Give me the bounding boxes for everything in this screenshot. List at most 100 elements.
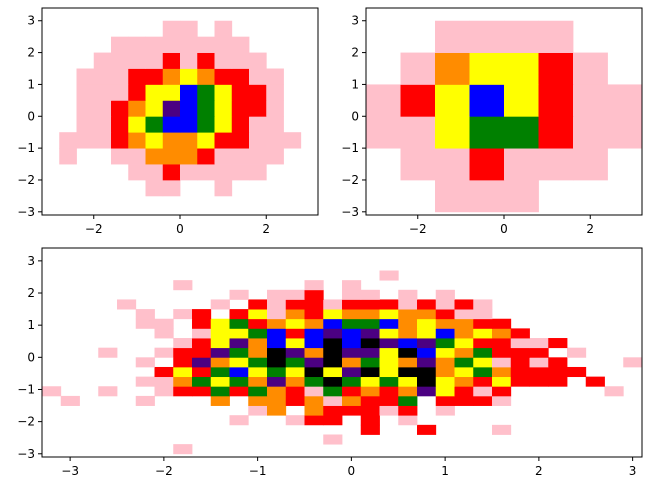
heatmap-cell xyxy=(285,299,305,310)
heatmap-cell xyxy=(266,100,284,117)
heatmap-cell xyxy=(162,116,181,133)
heatmap-cell xyxy=(180,100,198,117)
heatmap-cell xyxy=(197,132,215,149)
heatmap-cell xyxy=(323,328,343,339)
heatmap-cell xyxy=(398,415,418,426)
heatmap-cell xyxy=(492,395,512,406)
heatmap-cell xyxy=(492,366,512,378)
heatmap-cell xyxy=(128,52,146,69)
heatmap-cell xyxy=(454,386,474,397)
heatmap-cell xyxy=(607,84,643,117)
y-tick-label: −2 xyxy=(17,173,35,187)
heatmap-cell xyxy=(469,20,505,53)
heatmap-cell xyxy=(398,386,418,397)
heatmap-cell xyxy=(548,357,568,368)
heatmap-cell xyxy=(214,179,233,197)
heatmap-cell xyxy=(267,338,287,349)
y-tick-label: 2 xyxy=(27,46,35,60)
heatmap-cell xyxy=(231,52,250,69)
heatmap-cell xyxy=(111,52,129,69)
heatmap-cell xyxy=(304,347,324,358)
heatmap-cell xyxy=(435,376,455,387)
x-tick-label: 2 xyxy=(262,222,270,236)
heatmap-cell xyxy=(323,434,343,445)
x-tick-label: 3 xyxy=(629,464,637,478)
heatmap-cell xyxy=(304,299,324,310)
heatmap-cell xyxy=(435,357,455,368)
heatmap-cell xyxy=(285,395,305,406)
heatmap-cell xyxy=(548,366,568,378)
heatmap-cell xyxy=(214,84,233,101)
heatmap-cell xyxy=(249,116,267,133)
heatmap-cell xyxy=(360,299,380,310)
heatmap-cell xyxy=(267,395,287,406)
y-tick-label: 3 xyxy=(351,14,359,28)
heatmap-cell xyxy=(192,366,212,378)
heatmap-cell xyxy=(538,116,574,149)
heatmap-cell xyxy=(98,347,118,358)
heatmap-cell xyxy=(173,309,193,320)
heatmap-cell xyxy=(128,84,146,101)
heatmap-cell xyxy=(435,338,455,349)
heatmap-cell xyxy=(417,386,437,397)
heatmap-cell xyxy=(304,338,324,349)
heatmap-cell xyxy=(454,328,474,339)
heatmap-cell xyxy=(398,366,418,378)
heatmap-cell xyxy=(231,116,250,133)
heatmap-cell xyxy=(267,309,287,320)
heatmap-cell xyxy=(398,357,418,368)
heatmap-cell xyxy=(323,338,343,349)
heatmap-cell xyxy=(111,84,129,101)
heatmap-cell xyxy=(379,318,399,329)
heatmap-cell xyxy=(267,405,287,416)
heatmap-cell xyxy=(267,376,287,387)
heatmap-cell xyxy=(398,299,418,310)
y-tick-label: 2 xyxy=(351,46,359,60)
x-tick-label: 2 xyxy=(586,222,594,236)
heatmap-cell xyxy=(197,164,215,181)
heatmap-cell xyxy=(285,309,305,320)
heatmap-cell xyxy=(623,357,643,368)
heatmap-cell xyxy=(154,318,174,329)
heatmap-cell xyxy=(323,299,343,310)
y-tick-label: 0 xyxy=(351,109,359,123)
heatmap-cell xyxy=(283,132,302,149)
heatmap-cell xyxy=(42,386,62,397)
heatmap-cell xyxy=(214,164,233,181)
y-tick-label: −1 xyxy=(17,141,35,155)
heatmap-cell xyxy=(379,395,399,406)
heatmap-cell xyxy=(154,328,174,339)
heatmap-cell xyxy=(342,366,362,378)
heatmap-cell xyxy=(417,299,437,310)
heatmap-cell xyxy=(492,318,512,329)
heatmap-cell xyxy=(248,318,268,329)
heatmap-cell xyxy=(492,386,512,397)
heatmap-cell xyxy=(529,366,549,378)
heatmap-cell xyxy=(229,318,249,329)
heatmap-cell xyxy=(248,309,268,320)
heatmap-cell xyxy=(210,347,230,358)
heatmap-cell xyxy=(573,116,608,149)
heatmap-cell xyxy=(417,328,437,339)
heatmap-cell xyxy=(435,20,470,53)
heatmap-cell xyxy=(538,20,574,53)
heatmap-cell xyxy=(192,357,212,368)
y-tick-label: −1 xyxy=(17,382,35,396)
heatmap-cell xyxy=(417,309,437,320)
heatmap-cell xyxy=(323,347,343,358)
heatmap-cell xyxy=(469,52,505,85)
heatmap-cell xyxy=(249,132,267,149)
x-tick-label: −2 xyxy=(85,222,103,236)
x-tick-label: 2 xyxy=(535,464,543,478)
heatmap-cell xyxy=(76,68,95,85)
heatmap-cell xyxy=(304,366,324,378)
heatmap-cell xyxy=(454,395,474,406)
heatmap-cell xyxy=(128,132,146,149)
heatmap-cell xyxy=(360,309,380,320)
heatmap-cell xyxy=(492,338,512,349)
heatmap-cell xyxy=(145,52,164,69)
heatmap-cell xyxy=(454,357,474,368)
heatmap-cell xyxy=(435,84,470,117)
heatmap-cell xyxy=(248,338,268,349)
heatmap-cell xyxy=(304,280,324,291)
